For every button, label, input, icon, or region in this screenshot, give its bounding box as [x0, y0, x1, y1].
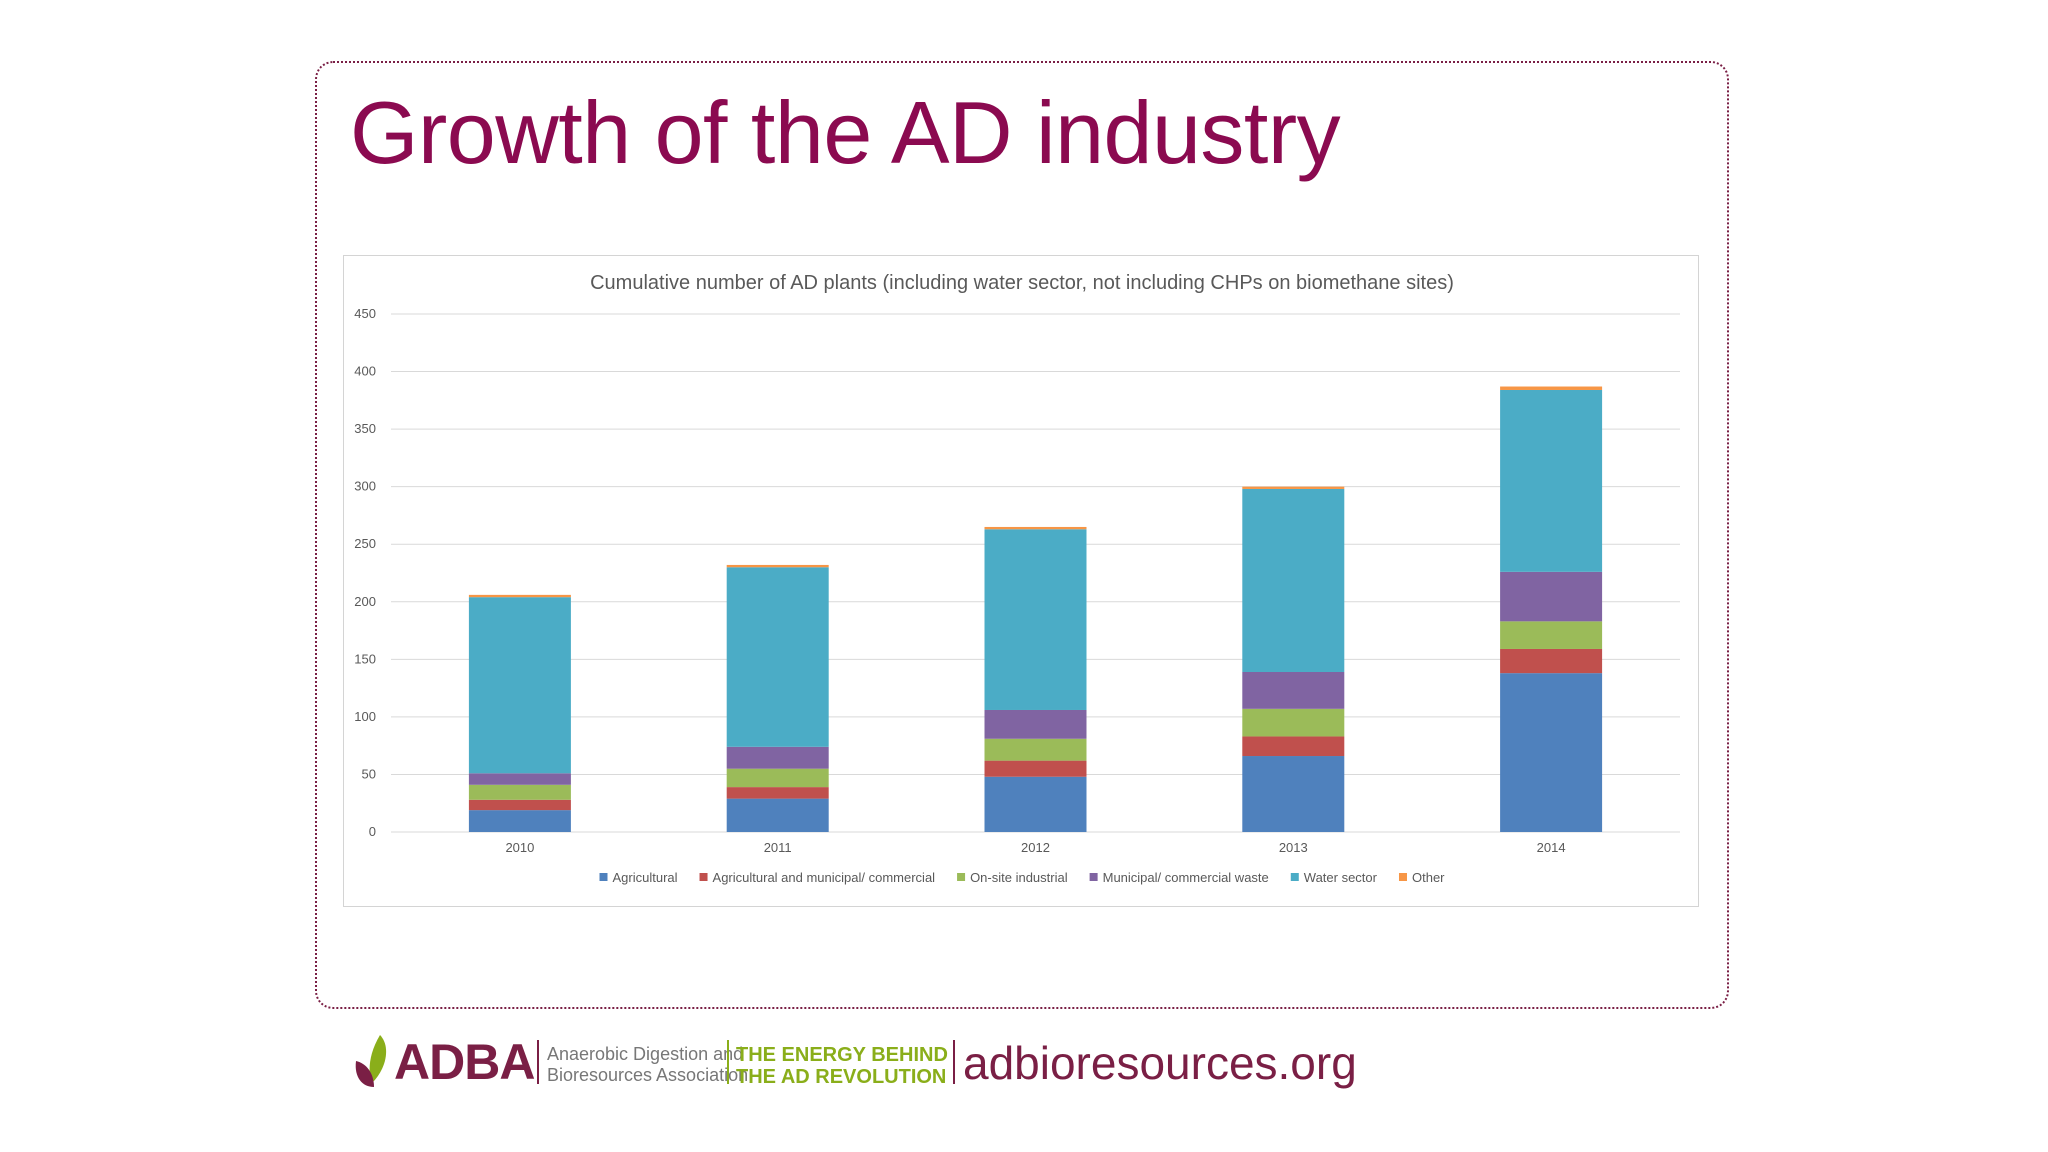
legend-label: Agricultural — [613, 870, 678, 885]
slide-frame — [315, 61, 1729, 1009]
bar-segment-agricultural — [1500, 673, 1603, 832]
bar-segment-other — [726, 564, 829, 568]
association-line-2: Bioresources Association — [547, 1065, 749, 1085]
bar-segment-agricultural-and-municipal-commercial — [1500, 648, 1603, 674]
legend-label: Agricultural and municipal/ commercial — [713, 870, 936, 885]
bar-segment-other — [984, 526, 1087, 530]
bar-segment-water-sector — [984, 529, 1087, 710]
legend-label: Water sector — [1304, 870, 1378, 885]
bar-segment-water-sector — [1500, 389, 1603, 572]
bar-segment-other — [1242, 486, 1345, 489]
bars — [468, 386, 1603, 832]
y-tick-label: 450 — [354, 306, 376, 321]
bar-segment-agricultural-and-municipal-commercial — [726, 787, 829, 799]
website-link[interactable]: adbioresources.org — [963, 1037, 1357, 1089]
legend-label: Other — [1412, 870, 1445, 885]
legend-item: Water sector — [1290, 870, 1378, 885]
bar-segment-other — [468, 594, 571, 598]
legend-item: Other — [1398, 870, 1445, 885]
brand-name: ADBA — [394, 1034, 535, 1090]
legend: Agricultural Agricultural and municipal/ … — [599, 870, 1445, 885]
gridlines — [391, 313, 1680, 833]
bar-segment-on-site-industrial — [468, 784, 571, 800]
footer: ADBA Anaerobic Digestion and Bioresource… — [350, 1030, 1357, 1094]
divider — [537, 1040, 539, 1084]
x-tick-label: 2011 — [764, 840, 792, 855]
y-tick-label: 300 — [354, 479, 376, 494]
bar-segment-municipal-commercial-waste — [1242, 671, 1345, 709]
bar-segment-agricultural — [984, 776, 1087, 832]
y-tick-label: 50 — [362, 766, 376, 781]
y-tick-label: 100 — [354, 709, 376, 724]
divider — [727, 1040, 729, 1084]
chart-title: Cumulative number of AD plants (includin… — [590, 272, 1454, 294]
x-tick-label: 2013 — [1279, 840, 1308, 855]
association-name: Anaerobic Digestion and Bioresources Ass… — [547, 1044, 748, 1086]
divider — [953, 1040, 955, 1084]
bar-segment-other — [1500, 386, 1603, 390]
x-axis-ticks: 2010 2011 2012 2013 2014 — [505, 840, 1565, 855]
bar-segment-municipal-commercial-waste — [468, 773, 571, 785]
legend-label: Municipal/ commercial waste — [1103, 870, 1269, 885]
bar-segment-water-sector — [468, 597, 571, 774]
legend-swatch — [599, 873, 608, 881]
legend-swatch — [1089, 873, 1098, 881]
tagline: THE ENERGY BEHIND THE AD REVOLUTION — [736, 1044, 948, 1088]
legend-item: Municipal/ commercial waste — [1089, 870, 1269, 885]
bar-segment-agricultural-and-municipal-commercial — [468, 799, 571, 811]
y-axis-ticks: 0 50 100 150 200 250 300 350 400 450 — [354, 306, 376, 839]
bar-segment-on-site-industrial — [984, 738, 1087, 761]
chart-container: Cumulative number of AD plants (includin… — [343, 255, 1699, 907]
y-tick-label: 0 — [369, 824, 376, 839]
bar-segment-on-site-industrial — [1242, 708, 1345, 737]
slide-title: Growth of the AD industry — [350, 83, 1341, 182]
tagline-line-2: THE AD REVOLUTION — [736, 1066, 947, 1088]
tagline-line-1: THE ENERGY BEHIND — [736, 1044, 948, 1066]
adba-leaf-logo-icon — [355, 1035, 387, 1087]
legend-swatch — [957, 873, 966, 881]
bar-segment-agricultural — [726, 798, 829, 832]
bar-segment-water-sector — [726, 567, 829, 747]
legend-swatch — [1398, 873, 1407, 881]
legend-label: On-site industrial — [970, 870, 1068, 885]
bar-segment-on-site-industrial — [1500, 621, 1603, 649]
x-tick-label: 2010 — [505, 840, 534, 855]
legend-swatch — [699, 873, 708, 881]
association-line-1: Anaerobic Digestion and — [547, 1044, 744, 1064]
y-tick-label: 250 — [354, 536, 376, 551]
bar-segment-agricultural-and-municipal-commercial — [984, 760, 1087, 777]
legend-item: On-site industrial — [957, 870, 1068, 885]
bar-segment-on-site-industrial — [726, 768, 829, 788]
bar-segment-agricultural — [1242, 756, 1345, 832]
bar-segment-agricultural — [468, 810, 571, 832]
y-tick-label: 350 — [354, 421, 376, 436]
bar-segment-municipal-commercial-waste — [726, 746, 829, 769]
legend-swatch — [1290, 873, 1299, 881]
stacked-bar-chart: Cumulative number of AD plants (includin… — [354, 272, 1680, 885]
y-tick-label: 200 — [354, 594, 376, 609]
bar-segment-water-sector — [1242, 488, 1345, 672]
y-tick-label: 400 — [354, 364, 376, 379]
bar-segment-municipal-commercial-waste — [984, 709, 1087, 739]
y-tick-label: 150 — [354, 651, 376, 666]
x-tick-label: 2012 — [1021, 840, 1050, 855]
legend-item: Agricultural — [599, 870, 678, 885]
x-tick-label: 2014 — [1537, 840, 1566, 855]
bar-segment-municipal-commercial-waste — [1500, 571, 1603, 622]
legend-item: Agricultural and municipal/ commercial — [699, 870, 936, 885]
bar-segment-agricultural-and-municipal-commercial — [1242, 736, 1345, 757]
